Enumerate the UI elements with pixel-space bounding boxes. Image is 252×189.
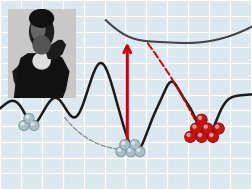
- Circle shape: [122, 142, 125, 144]
- Circle shape: [19, 120, 29, 131]
- Circle shape: [210, 133, 213, 136]
- Circle shape: [187, 133, 190, 136]
- Polygon shape: [14, 54, 69, 98]
- Circle shape: [31, 122, 34, 125]
- Circle shape: [128, 149, 131, 151]
- Circle shape: [207, 131, 218, 143]
- Circle shape: [198, 133, 202, 136]
- Circle shape: [29, 120, 39, 131]
- Circle shape: [215, 125, 219, 128]
- Circle shape: [202, 123, 213, 134]
- Circle shape: [135, 147, 145, 157]
- Circle shape: [21, 122, 24, 125]
- Circle shape: [196, 114, 207, 125]
- Circle shape: [120, 140, 130, 150]
- Circle shape: [193, 125, 196, 128]
- Circle shape: [26, 115, 29, 118]
- Circle shape: [185, 131, 196, 143]
- Circle shape: [116, 147, 126, 157]
- Ellipse shape: [33, 53, 50, 69]
- Circle shape: [132, 142, 135, 144]
- Circle shape: [204, 125, 207, 128]
- Ellipse shape: [33, 36, 50, 54]
- Circle shape: [198, 116, 202, 119]
- Circle shape: [137, 149, 140, 151]
- Circle shape: [191, 123, 202, 134]
- Circle shape: [126, 147, 136, 157]
- Circle shape: [196, 131, 207, 143]
- Polygon shape: [13, 61, 66, 98]
- Circle shape: [24, 113, 34, 123]
- Circle shape: [130, 140, 140, 150]
- Ellipse shape: [30, 15, 53, 49]
- Ellipse shape: [30, 9, 53, 27]
- Circle shape: [213, 123, 224, 134]
- Circle shape: [118, 149, 121, 151]
- Ellipse shape: [31, 18, 45, 40]
- Polygon shape: [47, 41, 66, 58]
